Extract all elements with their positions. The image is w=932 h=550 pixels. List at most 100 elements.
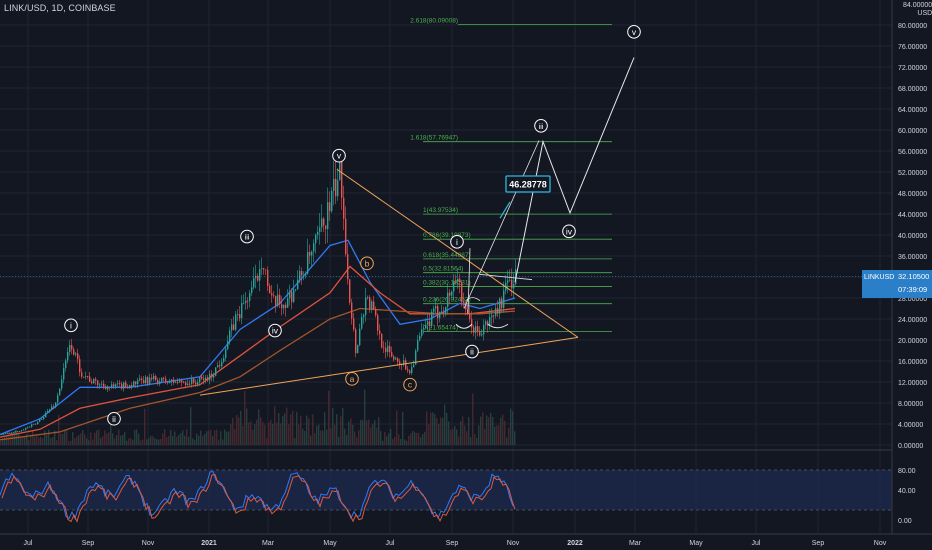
volume-bar bbox=[376, 427, 378, 445]
wave-label-text: ii bbox=[470, 347, 474, 357]
candle-body bbox=[431, 311, 433, 326]
volume-bar bbox=[332, 408, 334, 445]
wave-label-circle bbox=[345, 372, 359, 386]
volume-bar bbox=[110, 412, 112, 445]
candle-body bbox=[281, 304, 283, 309]
candle-body bbox=[273, 295, 275, 297]
target-box bbox=[505, 175, 551, 193]
volume-bar bbox=[408, 435, 410, 445]
candle-body bbox=[421, 329, 423, 336]
candle-body bbox=[497, 308, 499, 314]
candle-body bbox=[439, 311, 441, 319]
volume-bar bbox=[386, 436, 388, 445]
candle-body bbox=[135, 381, 137, 385]
candle-body bbox=[403, 360, 405, 365]
volume-bar bbox=[480, 416, 482, 445]
candle-body bbox=[103, 383, 105, 387]
volume-bar bbox=[276, 422, 278, 445]
volume-bar bbox=[40, 437, 42, 445]
volume-bar bbox=[202, 435, 204, 445]
candle-body bbox=[259, 269, 261, 281]
wave-label-text: v bbox=[337, 151, 342, 161]
volume-bar bbox=[468, 417, 470, 445]
candle-body bbox=[491, 315, 493, 318]
volume-bar bbox=[60, 433, 62, 445]
candle-body bbox=[283, 304, 285, 309]
volume-bar bbox=[228, 431, 230, 445]
candle-body bbox=[87, 376, 89, 378]
volume-bar bbox=[94, 432, 96, 445]
volume-bar bbox=[0, 440, 2, 445]
volume-bar bbox=[86, 438, 88, 445]
candle-body bbox=[321, 218, 323, 228]
volume-bar bbox=[184, 435, 186, 445]
volume-bar bbox=[26, 434, 28, 445]
candle-body bbox=[383, 347, 385, 349]
candle-body bbox=[307, 252, 309, 274]
volume-bar bbox=[130, 438, 132, 445]
candle-body bbox=[345, 218, 347, 255]
volume-bar bbox=[174, 431, 176, 445]
volume-bar bbox=[146, 439, 148, 445]
volume-bar bbox=[284, 413, 286, 445]
candle-body bbox=[79, 359, 81, 373]
candle-body bbox=[459, 278, 461, 283]
volume-bar bbox=[116, 435, 118, 445]
volume-bar bbox=[18, 434, 20, 445]
wave-label-circle bbox=[332, 148, 346, 163]
volume-bar bbox=[500, 417, 502, 445]
candle-body bbox=[347, 254, 349, 280]
volume-bar bbox=[52, 437, 54, 445]
candle-body bbox=[335, 178, 337, 197]
volume-bar bbox=[304, 431, 306, 445]
candle-body bbox=[427, 321, 429, 325]
candle-body bbox=[55, 402, 57, 407]
candle-body bbox=[165, 378, 167, 382]
volume-bar bbox=[262, 422, 264, 445]
volume-bar bbox=[106, 433, 108, 445]
candle-body bbox=[415, 350, 417, 365]
volume-bar bbox=[446, 412, 448, 445]
candle-body bbox=[387, 345, 389, 353]
volume-bar bbox=[22, 437, 24, 445]
volume-bar bbox=[264, 424, 266, 445]
volume-bar bbox=[246, 408, 248, 445]
volume-bar bbox=[268, 422, 270, 445]
volume-bar bbox=[198, 435, 200, 445]
volume-bar bbox=[260, 417, 262, 445]
fib-extension-levels: 2.618(80.09008) 1.618(57.76947) 1(43.97534… bbox=[0, 18, 862, 332]
volume-bar bbox=[310, 435, 312, 445]
wave-label-circle bbox=[64, 318, 78, 333]
candle-body bbox=[349, 279, 351, 303]
candle-body bbox=[423, 328, 425, 330]
candle-body bbox=[309, 252, 311, 256]
candle-body bbox=[57, 395, 59, 403]
candle-body bbox=[151, 377, 153, 380]
volume-bar bbox=[278, 413, 280, 445]
candle-body bbox=[353, 318, 355, 330]
volume-bar bbox=[506, 437, 508, 445]
candle-body bbox=[411, 367, 413, 373]
volume-bar bbox=[162, 433, 164, 445]
volume-bar bbox=[300, 415, 302, 445]
volume-bar bbox=[316, 425, 318, 445]
volume-bar bbox=[502, 414, 504, 445]
candle-body bbox=[111, 384, 113, 388]
candle-body bbox=[113, 384, 115, 387]
candle-body bbox=[465, 303, 467, 310]
candle-body bbox=[375, 309, 377, 316]
candle-body bbox=[59, 388, 61, 396]
volume-bar bbox=[166, 437, 168, 445]
target-arrow bbox=[499, 201, 511, 219]
volume-bar bbox=[142, 439, 144, 445]
candle-body bbox=[191, 378, 193, 384]
candle-body bbox=[213, 375, 215, 378]
volume-bar bbox=[12, 432, 14, 445]
wave-label-text: iv bbox=[272, 326, 279, 336]
price-axis-tick: 76.00000 bbox=[898, 44, 927, 51]
volume-bar bbox=[250, 421, 252, 445]
candle-body bbox=[209, 373, 211, 381]
volume-bar bbox=[280, 423, 282, 445]
wave-label-circle bbox=[403, 377, 417, 392]
